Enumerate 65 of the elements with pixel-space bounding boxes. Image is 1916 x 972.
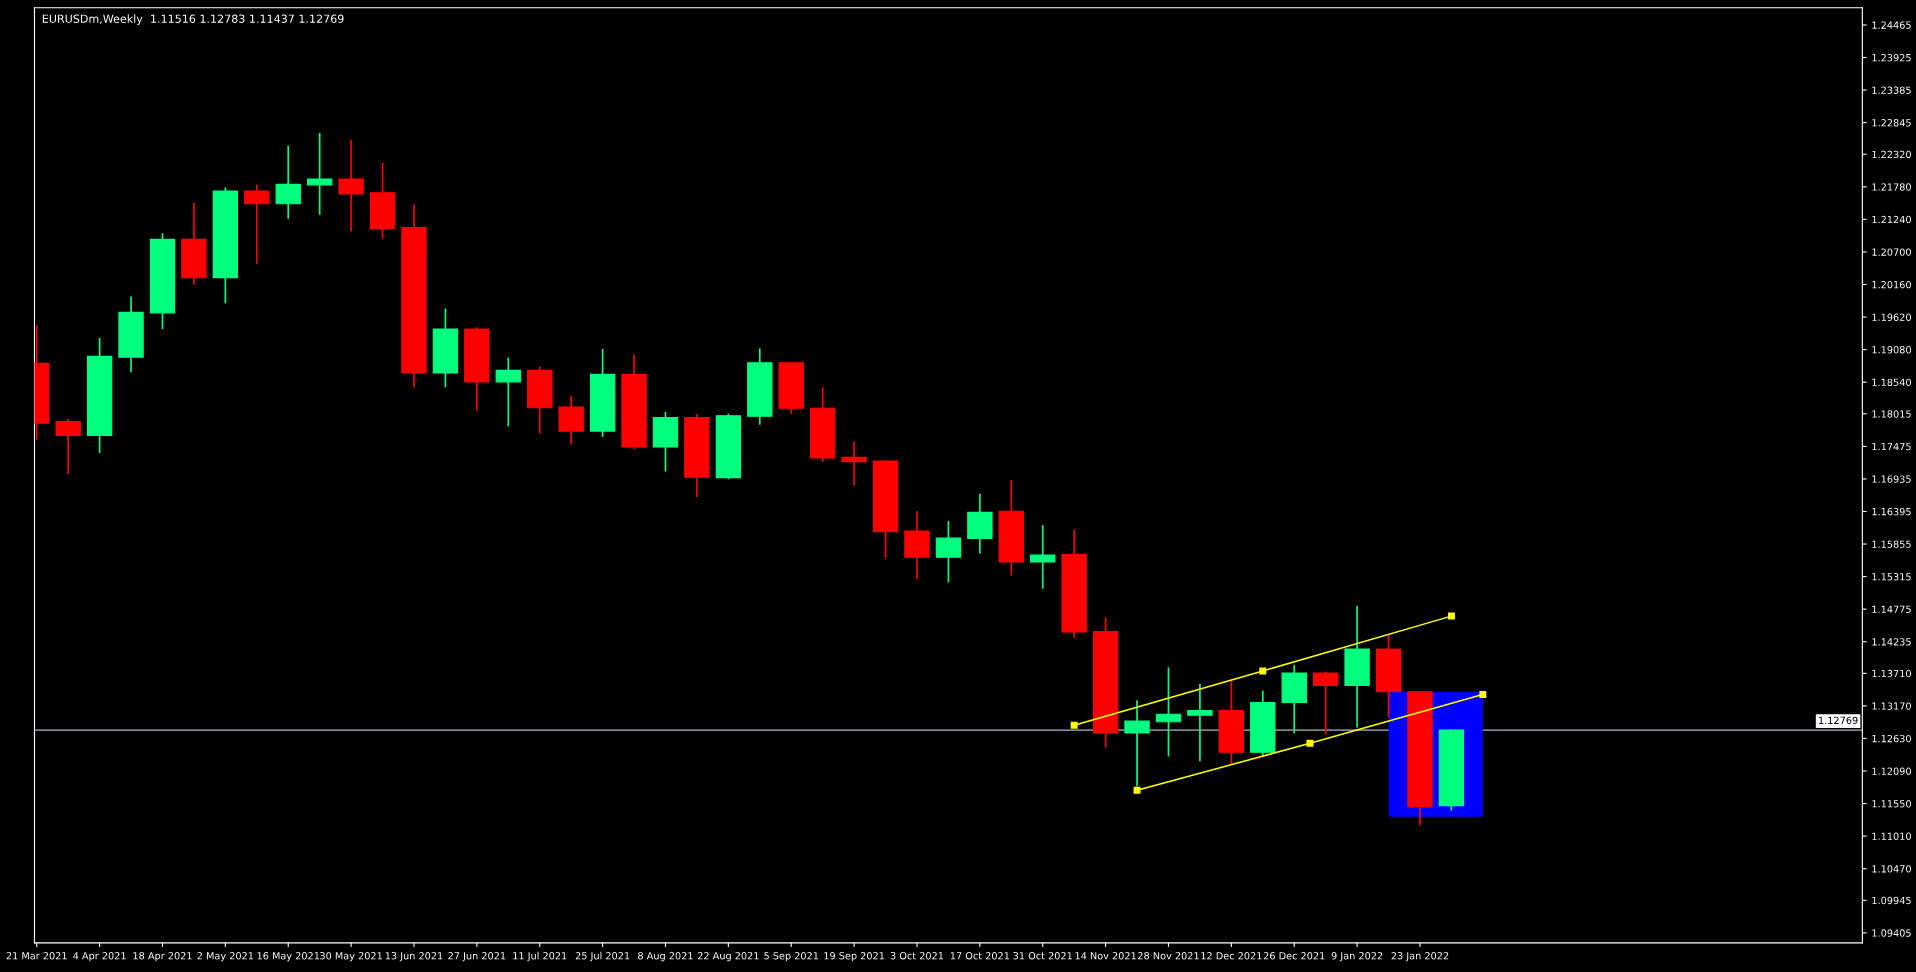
candlestick <box>306 132 333 216</box>
ref-line-label: 1.12769 <box>1819 716 1858 725</box>
point <box>1259 667 1267 675</box>
x-tick-label: 23 Jan 2022 <box>1391 952 1449 962</box>
candlestick <box>1155 666 1182 758</box>
x-tick-label: 19 Sep 2021 <box>824 952 885 962</box>
text: EURUSDm,Weekly 1.11516 1.12783 1.11437 1.12769 <box>42 14 344 26</box>
point <box>1306 739 1314 747</box>
y-tick-label: 1.09945 <box>1872 896 1911 905</box>
y-tick-label: 1.14235 <box>1872 638 1911 646</box>
y-tick-label: 1.11010 <box>1872 832 1911 840</box>
y-tick-label: 1.17475 <box>1872 442 1911 451</box>
x-tick-label: 26 Dec 2021 <box>1263 952 1325 960</box>
y-tick-label: 1.20160 <box>1872 280 1911 289</box>
y-tick-label: 1.14775 <box>1872 605 1911 613</box>
y-tick-label: 1.18540 <box>1872 378 1911 386</box>
y-tick-label: 1.13710 <box>1872 669 1911 678</box>
x-tick-label: 5 Sep 2021 <box>764 952 819 962</box>
y-tick-label: 1.15315 <box>1872 573 1911 581</box>
x-tick-label: 18 Apr 2021 <box>133 952 192 962</box>
x-tick-label: 14 Nov 2021 <box>1075 952 1136 960</box>
x-tick-label: 3 Oct 2021 <box>890 952 944 960</box>
y-tick-label: 1.21240 <box>1872 215 1911 224</box>
y-tick-label: 1.19080 <box>1872 346 1911 354</box>
y-tick-label: 1.13170 <box>1872 702 1911 710</box>
y-tick-label: 1.20700 <box>1872 248 1911 256</box>
x-tick-label: 30 May 2021 <box>320 952 382 962</box>
x-tick-label: 22 Aug 2021 <box>697 952 759 962</box>
y-tick-label: 1.19620 <box>1872 313 1911 321</box>
y-tick-label: 1.23925 <box>1872 53 1911 62</box>
y-tick-label: 1.18015 <box>1872 410 1911 418</box>
point <box>1479 690 1487 698</box>
y-tick-label: 1.22320 <box>1872 150 1911 159</box>
x-tick-label: 2 May 2021 <box>197 952 254 962</box>
point <box>1447 612 1455 620</box>
x-tick-label: 9 Jan 2022 <box>1331 952 1383 962</box>
y-tick-label: 1.12090 <box>1872 767 1911 775</box>
candlestick <box>1030 524 1056 590</box>
point <box>1070 721 1078 729</box>
candlestick <box>841 440 867 487</box>
y-tick-label: 1.11550 <box>1872 800 1911 808</box>
y-tick-label: 1.23385 <box>1872 86 1911 94</box>
x-tick-label: 8 Aug 2021 <box>638 952 693 962</box>
x-tick-label: 21 Mar 2021 <box>6 952 67 960</box>
y-tick-label: 1.12630 <box>1872 734 1911 743</box>
x-tick-label: 13 Jun 2021 <box>385 952 443 962</box>
x-tick-label: 27 Jun 2021 <box>448 952 506 962</box>
candlestick <box>1187 682 1213 763</box>
x-tick-label: 25 Jul 2021 <box>575 951 630 962</box>
y-tick-label: 1.15855 <box>1872 540 1911 548</box>
y-tick-label: 1.24465 <box>1872 21 1911 29</box>
x-tick-label: 11 Jul 2021 <box>513 951 567 962</box>
x-tick-label: 12 Dec 2021 <box>1201 952 1262 960</box>
y-tick-label: 1.10470 <box>1872 865 1911 873</box>
y-tick-label: 1.09405 <box>1872 929 1911 937</box>
y-tick-label: 1.22845 <box>1872 119 1911 127</box>
y-tick-label: 1.21780 <box>1872 183 1911 191</box>
x-tick-label: 16 May 2021 <box>257 952 320 962</box>
x-tick-label: 31 Oct 2021 <box>1013 952 1072 960</box>
y-tick-label: 1.16935 <box>1872 475 1911 483</box>
y-tick-label: 1.16395 <box>1872 507 1911 516</box>
x-tick-label: 17 Oct 2021 <box>950 952 1010 960</box>
x-tick-label: 28 Nov 2021 <box>1138 952 1199 960</box>
point <box>1133 786 1141 794</box>
x-tick-label: 4 Apr 2021 <box>73 952 126 962</box>
